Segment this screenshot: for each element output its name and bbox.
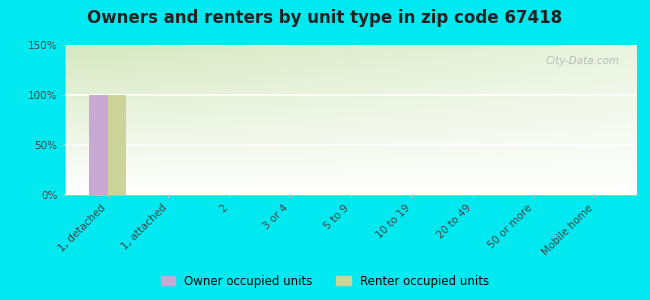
- Text: City-Data.com: City-Data.com: [546, 56, 620, 65]
- Legend: Owner occupied units, Renter occupied units: Owner occupied units, Renter occupied un…: [157, 271, 493, 291]
- Text: Owners and renters by unit type in zip code 67418: Owners and renters by unit type in zip c…: [88, 9, 562, 27]
- Bar: [108, 95, 126, 195]
- Bar: [89, 95, 108, 195]
